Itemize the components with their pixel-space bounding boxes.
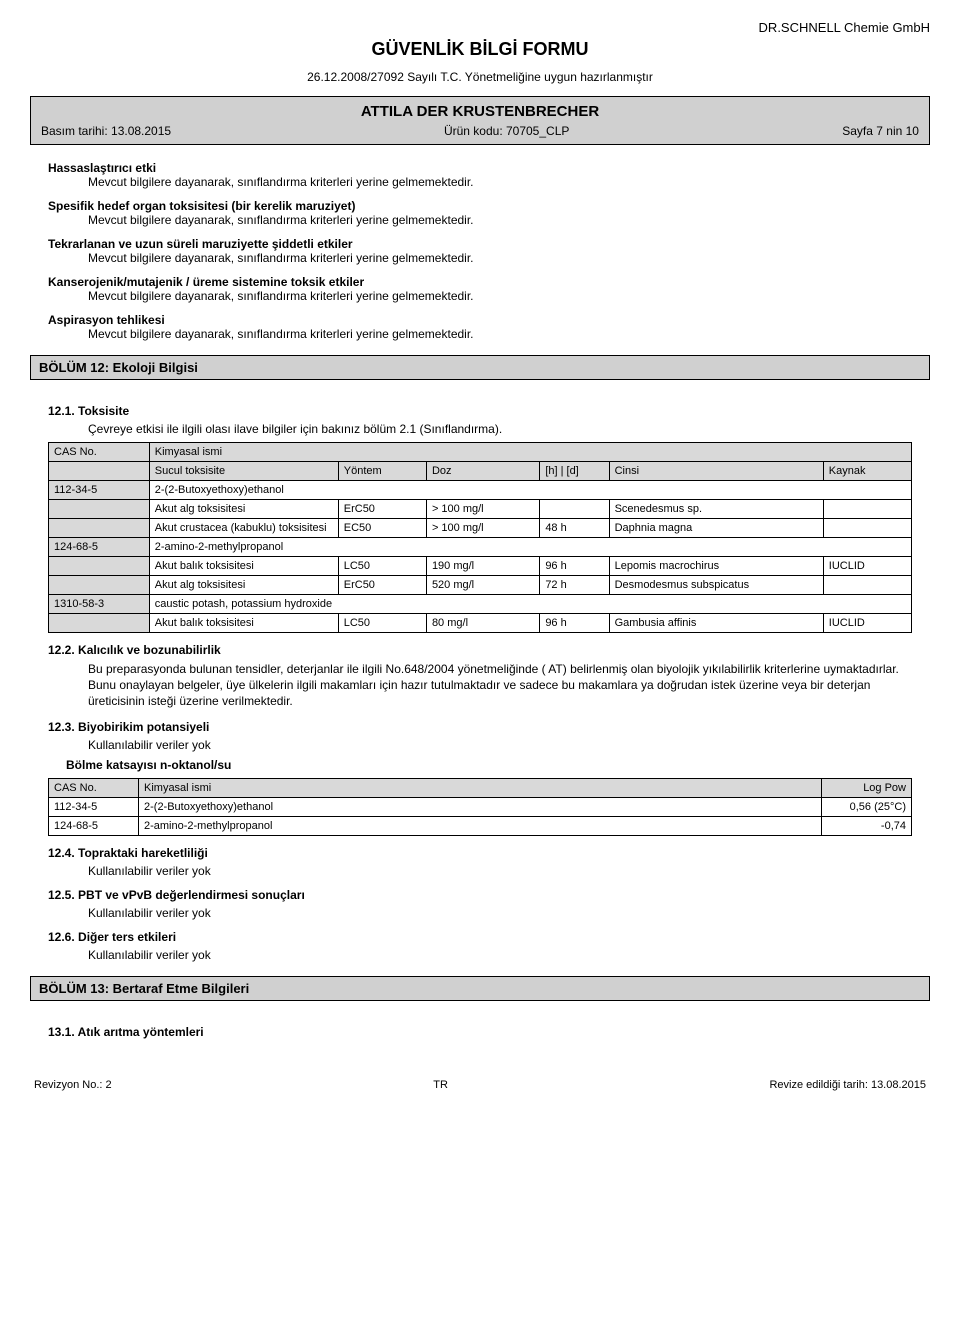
time-cell: [540, 500, 609, 519]
th-method: Yöntem: [338, 462, 426, 481]
method-cell: ErC50: [338, 576, 426, 595]
sub-12-2: 12.2. Kalıcılık ve bozunabilirlik: [48, 643, 912, 657]
th-cas: CAS No.: [49, 778, 139, 797]
effect-title: Tekrarlanan ve uzun süreli maruziyette ş…: [48, 237, 912, 251]
effect-text: Mevcut bilgilere dayanarak, sınıflandırm…: [88, 175, 912, 189]
sub-12-3-text: Kullanılabilir veriler yok: [88, 738, 912, 752]
time-cell: 72 h: [540, 576, 609, 595]
th-chem: Kimyasal ismi: [149, 443, 911, 462]
print-date: Basım tarihi: 13.08.2015: [41, 124, 171, 138]
effect-title: Kanserojenik/mutajenik / üreme sistemine…: [48, 275, 912, 289]
effect-block: Aspirasyon tehlikesi Mevcut bilgilere da…: [48, 313, 912, 341]
species-cell: Desmodesmus subspicatus: [609, 576, 823, 595]
revision-date: Revize edildiği tarih: 13.08.2015: [769, 1079, 926, 1091]
effect-block: Tekrarlanan ve uzun süreli maruziyette ş…: [48, 237, 912, 265]
chem-cell: 2-(2-Butoxyethoxy)ethanol: [139, 797, 822, 816]
val-cell: -0,74: [822, 816, 912, 835]
product-code: Ürün kodu: 70705_CLP: [444, 124, 569, 138]
chem-name-cell: 2-(2-Butoxyethoxy)ethanol: [149, 481, 911, 500]
product-header-box: ATTILA DER KRUSTENBRECHER Basım tarihi: …: [30, 96, 930, 145]
time-cell: 96 h: [540, 557, 609, 576]
src-cell: [823, 519, 911, 538]
species-cell: Lepomis macrochirus: [609, 557, 823, 576]
effect-title: Spesifik hedef organ toksisitesi (bir ke…: [48, 199, 912, 213]
effect-block: Hassaslaştırıcı etki Mevcut bilgilere da…: [48, 161, 912, 189]
page-footer: Revizyon No.: 2 TR Revize edildiği tarih…: [30, 1079, 930, 1091]
dose-cell: > 100 mg/l: [426, 500, 539, 519]
method-cell: EC50: [338, 519, 426, 538]
time-cell: 96 h: [540, 614, 609, 633]
page-number: Sayfa 7 nin 10: [842, 124, 919, 138]
src-cell: IUCLID: [823, 557, 911, 576]
tox-cell: Akut balık toksisitesi: [149, 557, 338, 576]
species-cell: Gambusia affinis: [609, 614, 823, 633]
chem-name-cell: 2-amino-2-methylpropanol: [149, 538, 911, 557]
sub-13-1: 13.1. Atık arıtma yöntemleri: [48, 1025, 912, 1039]
sub-12-1: 12.1. Toksisite: [48, 404, 912, 418]
src-cell: [823, 576, 911, 595]
method-cell: ErC50: [338, 500, 426, 519]
th-aqtox: Sucul toksisite: [149, 462, 338, 481]
sub-12-4: 12.4. Topraktaki hareketliliği: [48, 846, 912, 860]
chem-name-cell: caustic potash, potassium hydroxide: [149, 595, 911, 614]
th-time: [h] | [d]: [540, 462, 609, 481]
effect-text: Mevcut bilgilere dayanarak, sınıflandırm…: [88, 327, 912, 341]
effect-text: Mevcut bilgilere dayanarak, sınıflandırm…: [88, 289, 912, 303]
chem-cell: 2-amino-2-methylpropanol: [139, 816, 822, 835]
method-cell: LC50: [338, 614, 426, 633]
sub-12-1-intro: Çevreye etkisi ile ilgili olası ilave bi…: [88, 422, 912, 436]
regulation-line: 26.12.2008/27092 Sayılı T.C. Yönetmeliği…: [30, 70, 930, 84]
species-cell: Scenedesmus sp.: [609, 500, 823, 519]
cas-cell: 124-68-5: [49, 538, 150, 557]
val-cell: 0,56 (25°C): [822, 797, 912, 816]
effect-block: Spesifik hedef organ toksisitesi (bir ke…: [48, 199, 912, 227]
toxicity-table: CAS No. Kimyasal ismi Sucul toksisite Yö…: [48, 442, 912, 633]
th-chem: Kimyasal ismi: [139, 778, 822, 797]
revision-no: Revizyon No.: 2: [34, 1079, 112, 1091]
sub-12-5: 12.5. PBT ve vPvB değerlendirmesi sonuçl…: [48, 888, 912, 902]
document-title: GÜVENLİK BİLGİ FORMU: [30, 39, 930, 60]
product-name: ATTILA DER KRUSTENBRECHER: [41, 103, 919, 120]
section-12-header: BÖLÜM 12: Ekoloji Bilgisi: [30, 355, 930, 380]
src-cell: [823, 500, 911, 519]
tox-cell: Akut crustacea (kabuklu) toksisitesi: [149, 519, 338, 538]
species-cell: Daphnia magna: [609, 519, 823, 538]
section-13-header: BÖLÜM 13: Bertaraf Etme Bilgileri: [30, 976, 930, 1001]
tox-cell: Akut balık toksisitesi: [149, 614, 338, 633]
sub-12-6-text: Kullanılabilir veriler yok: [88, 948, 912, 962]
th-dose: Doz: [426, 462, 539, 481]
method-cell: LC50: [338, 557, 426, 576]
th-logpow: Log Pow: [822, 778, 912, 797]
sub-12-4-text: Kullanılabilir veriler yok: [88, 864, 912, 878]
logpow-table: CAS No. Kimyasal ismi Log Pow 112-34-5 2…: [48, 778, 912, 836]
time-cell: 48 h: [540, 519, 609, 538]
src-cell: IUCLID: [823, 614, 911, 633]
cas-cell: 112-34-5: [49, 797, 139, 816]
tox-cell: Akut alg toksisitesi: [149, 576, 338, 595]
dose-cell: 80 mg/l: [426, 614, 539, 633]
tox-cell: Akut alg toksisitesi: [149, 500, 338, 519]
effect-title: Aspirasyon tehlikesi: [48, 313, 912, 327]
language-code: TR: [433, 1079, 448, 1091]
sub-12-3: 12.3. Biyobirikim potansiyeli: [48, 720, 912, 734]
sub-12-2-text: Bu preparasyonda bulunan tensidler, dete…: [88, 661, 912, 710]
dose-cell: 190 mg/l: [426, 557, 539, 576]
effect-text: Mevcut bilgilere dayanarak, sınıflandırm…: [88, 213, 912, 227]
cas-cell: 124-68-5: [49, 816, 139, 835]
effect-text: Mevcut bilgilere dayanarak, sınıflandırm…: [88, 251, 912, 265]
effect-title: Hassaslaştırıcı etki: [48, 161, 912, 175]
th-species: Cinsi: [609, 462, 823, 481]
cas-cell: 1310-58-3: [49, 595, 150, 614]
th-cas: CAS No.: [49, 443, 150, 462]
sub-12-5-text: Kullanılabilir veriler yok: [88, 906, 912, 920]
sub-12-6: 12.6. Diğer ters etkileri: [48, 930, 912, 944]
effect-block: Kanserojenik/mutajenik / üreme sistemine…: [48, 275, 912, 303]
dose-cell: 520 mg/l: [426, 576, 539, 595]
cas-cell: 112-34-5: [49, 481, 150, 500]
company-name: DR.SCHNELL Chemie GmbH: [30, 20, 930, 35]
dose-cell: > 100 mg/l: [426, 519, 539, 538]
th-source: Kaynak: [823, 462, 911, 481]
partition-heading: Bölme katsayısı n-oktanol/su: [66, 758, 912, 772]
